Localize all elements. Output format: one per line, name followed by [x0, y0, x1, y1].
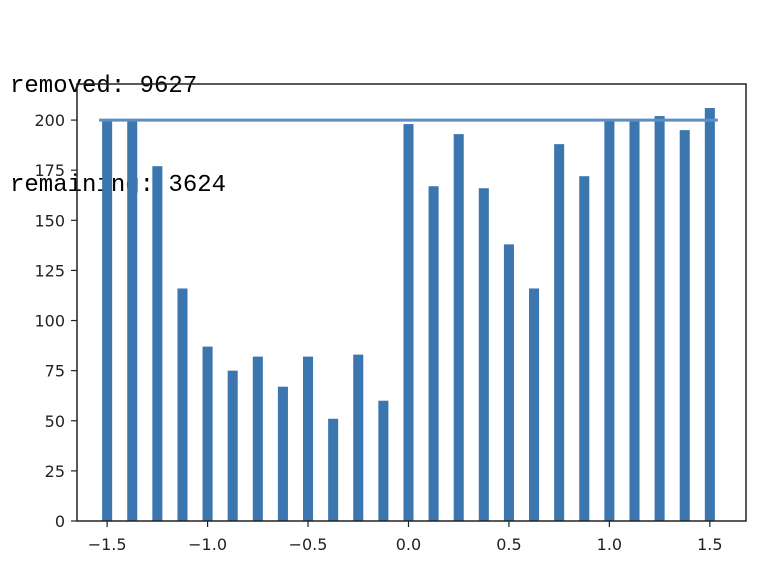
bar: [478, 188, 489, 521]
bar: [704, 108, 715, 521]
bar: [177, 288, 188, 521]
bar: [403, 124, 414, 522]
y-tick-label: 175: [34, 161, 65, 180]
bar: [328, 418, 339, 521]
bar: [679, 130, 690, 521]
removed-count-text: removed: 9627: [10, 73, 198, 100]
x-tick-label: 1.5: [697, 535, 722, 554]
bar: [202, 346, 213, 521]
bars-group: [102, 108, 715, 522]
y-tick-label: 25: [45, 462, 65, 481]
bar: [554, 144, 565, 521]
bar: [378, 400, 389, 521]
y-tick-label: 100: [34, 312, 65, 331]
bar: [629, 120, 640, 521]
bar: [579, 176, 590, 522]
y-tick-label: 200: [34, 111, 65, 130]
x-tick-label: 1.0: [597, 535, 622, 554]
bar: [503, 244, 514, 521]
x-tick-label: 0.5: [496, 535, 521, 554]
bar: [529, 288, 540, 521]
x-tick-label: −0.5: [289, 535, 328, 554]
bar: [252, 356, 263, 521]
bar: [428, 186, 439, 521]
plot-frame: [76, 83, 747, 522]
bar: [654, 116, 665, 521]
bar: [102, 120, 113, 521]
y-tick-label: 75: [45, 362, 65, 381]
bar: [453, 134, 464, 521]
bar: [277, 386, 288, 521]
x-tick-label: −1.0: [188, 535, 227, 554]
bar: [127, 120, 138, 521]
x-axis-ticks: −1.5 −1.0 −0.5 0.0 0.5 1.0 1.5: [88, 521, 723, 554]
bar: [303, 356, 314, 521]
x-tick-label: −1.5: [88, 535, 127, 554]
y-axis-ticks: 0 25 50 75 100 125 150 175 200: [34, 111, 77, 531]
y-tick-label: 50: [45, 412, 65, 431]
bar: [353, 354, 364, 521]
y-tick-label: 0: [55, 512, 65, 531]
bar: [604, 120, 615, 521]
y-tick-label: 125: [34, 261, 65, 280]
x-tick-label: 0.0: [396, 535, 421, 554]
bar: [152, 166, 163, 521]
bar: [227, 370, 238, 521]
y-tick-label: 150: [34, 211, 65, 230]
